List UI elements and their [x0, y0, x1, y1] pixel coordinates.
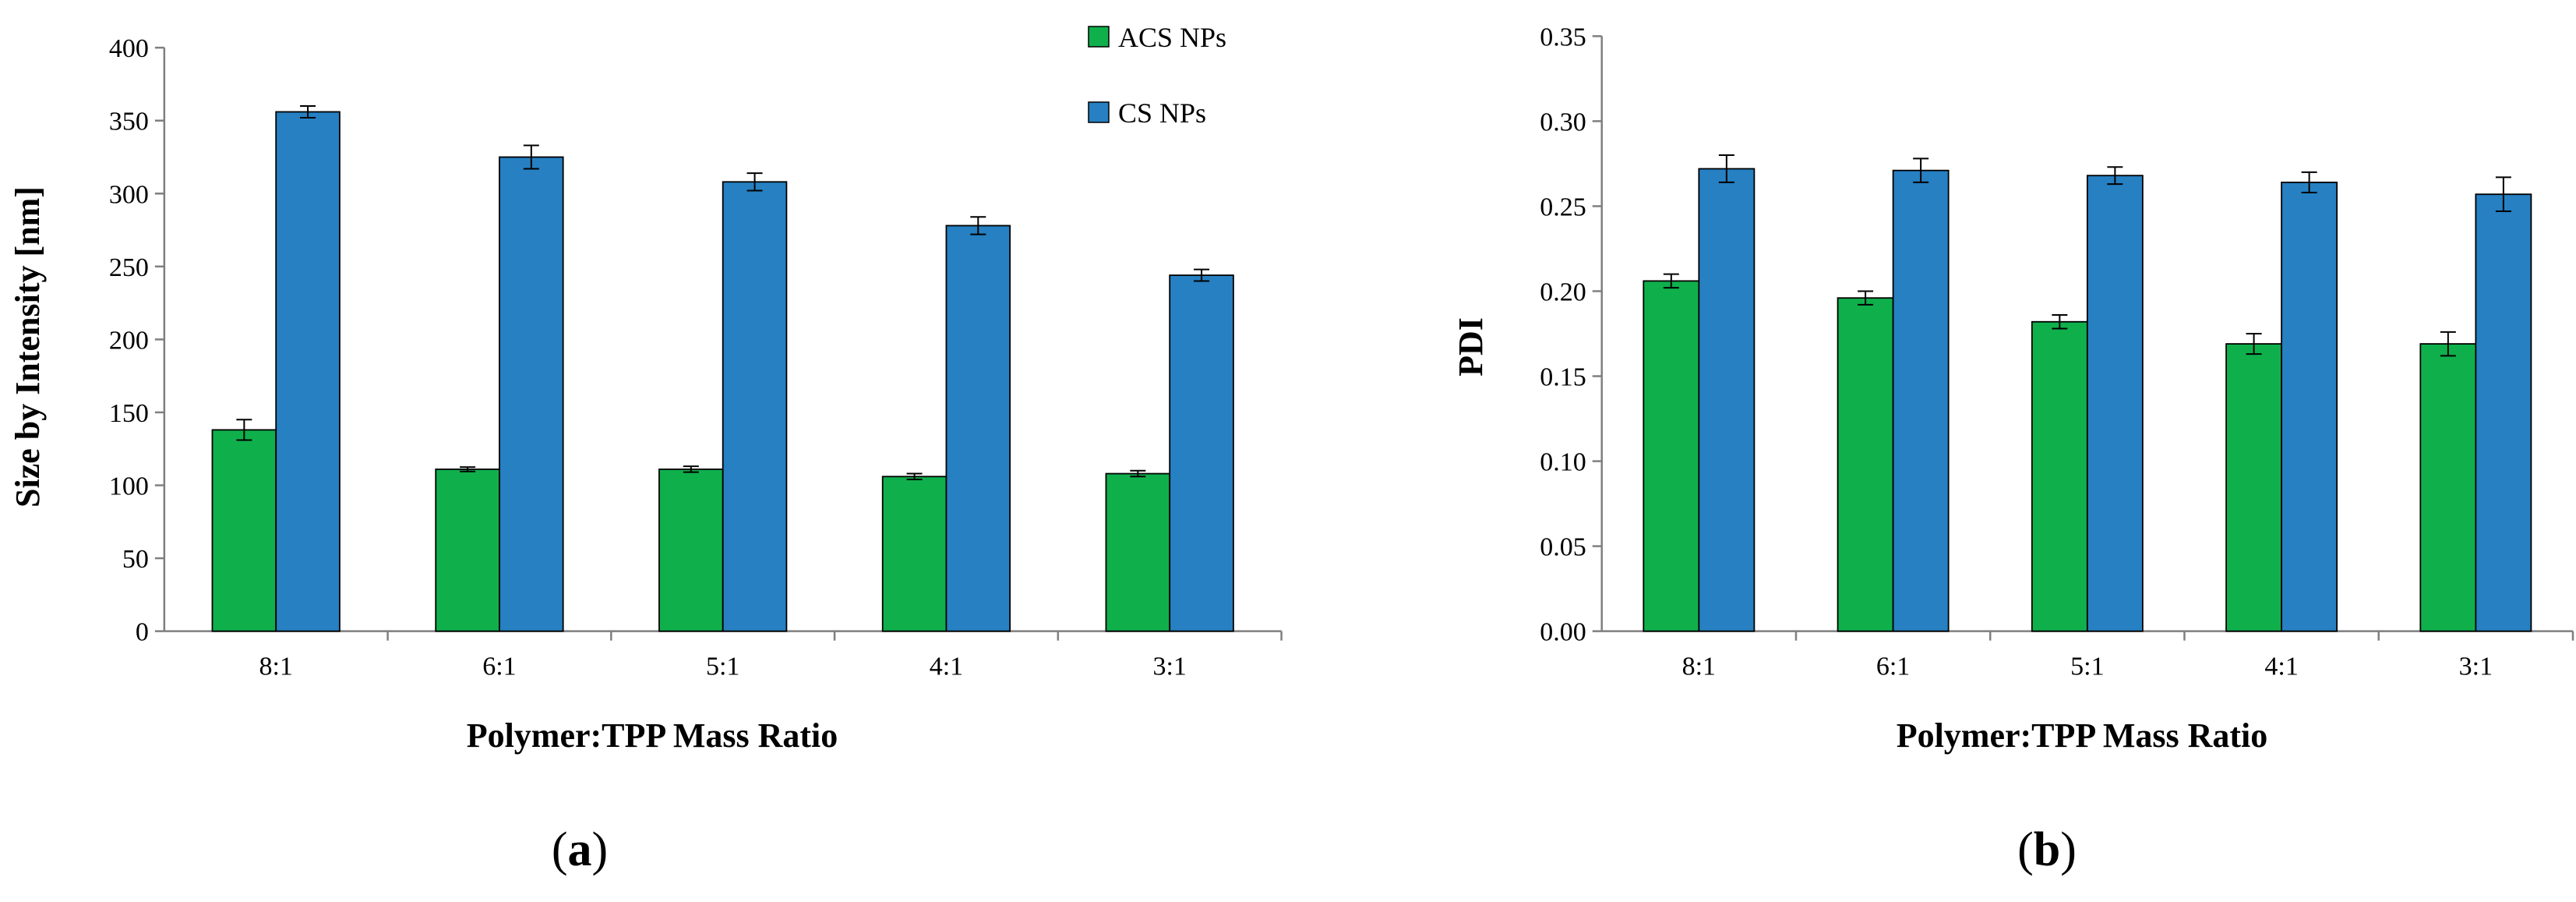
error-bar-b-cs-1 [1718, 154, 1734, 183]
legend-label-cs: CS NPs [1118, 97, 1206, 129]
y-tick-label-b: 0.30 [1540, 108, 1586, 136]
y-tick-label-b: 0.05 [1540, 533, 1586, 562]
chart-panel-a: Size by Intensity [nm] Polymer:TPP Mass … [9, 22, 1283, 755]
y-tick-label-a: 300 [109, 180, 149, 209]
y-tick-label-a: 150 [109, 399, 149, 428]
bar-b-cs-5 [2475, 193, 2532, 632]
bar-b-cs-4 [2281, 182, 2338, 632]
y-tick-label-a: 250 [109, 253, 149, 282]
bar-a-acs-5 [1105, 472, 1171, 632]
legend-swatch-cs [1088, 101, 1110, 123]
error-bar-a-cs-4 [970, 216, 986, 235]
x-tick-label-a: 8:1 [259, 653, 292, 681]
y-axis-title-b: PDI [1452, 317, 1490, 377]
bar-a-acs-1 [211, 429, 277, 632]
bar-a-cs-4 [945, 225, 1011, 632]
bar-b-acs-4 [2225, 343, 2283, 632]
bar-a-cs-2 [499, 156, 564, 632]
y-tick-label-a: 100 [109, 472, 149, 501]
x-tick-label-a: 6:1 [482, 653, 516, 681]
bar-b-acs-1 [1643, 280, 1700, 632]
y-tick-label-a: 350 [109, 108, 149, 136]
legend: ACS NPs CS NPs [1088, 22, 1226, 129]
bar-a-acs-4 [881, 476, 947, 632]
bar-a-acs-3 [658, 469, 724, 632]
y-tick-label-b: 0.15 [1540, 363, 1586, 392]
x-tick-label-b: 4:1 [2264, 653, 2298, 681]
y-tick-label-b: 0.10 [1540, 448, 1586, 477]
y-tick-label-a: 0 [136, 618, 149, 647]
error-bar-b-acs-3 [2052, 314, 2068, 330]
error-bar-a-acs-1 [236, 419, 252, 441]
error-bar-a-cs-2 [523, 144, 539, 170]
x-tick-label-b: 6:1 [1876, 653, 1910, 681]
bar-b-cs-2 [1892, 169, 1950, 632]
y-tick-label-a: 200 [109, 326, 149, 355]
y-tick-label-b: 0.00 [1540, 618, 1586, 647]
y-tick-label-a: 400 [109, 34, 149, 63]
bar-a-cs-1 [275, 111, 341, 632]
error-bar-a-acs-3 [683, 465, 699, 473]
y-tick-label-b: 0.35 [1540, 23, 1586, 51]
bar-b-acs-5 [2419, 343, 2477, 632]
error-bar-b-acs-2 [1858, 290, 1874, 306]
y-tick-label-b: 0.20 [1540, 278, 1586, 306]
legend-swatch-acs [1088, 26, 1110, 48]
error-bar-a-acs-2 [460, 466, 476, 472]
x-axis-title-a: Polymer:TPP Mass Ratio [467, 716, 838, 755]
bar-a-acs-2 [435, 469, 500, 632]
bar-a-cs-3 [722, 181, 788, 632]
x-tick-label-b: 3:1 [2459, 653, 2493, 681]
error-bar-a-acs-4 [906, 472, 923, 481]
x-tick-label-a: 3:1 [1152, 653, 1186, 681]
x-tick-label-a: 5:1 [706, 653, 739, 681]
x-tick-label-a: 4:1 [930, 653, 963, 681]
error-bar-b-cs-3 [2107, 166, 2123, 186]
x-tick-label-b: 5:1 [2070, 653, 2104, 681]
error-bar-b-acs-4 [2246, 333, 2262, 355]
bar-b-acs-2 [1837, 297, 1894, 632]
error-bar-b-acs-5 [2440, 331, 2456, 357]
error-bar-b-cs-5 [2495, 176, 2511, 212]
bar-a-cs-5 [1169, 274, 1234, 632]
bar-b-acs-3 [2031, 320, 2088, 632]
error-bar-a-cs-3 [746, 172, 763, 192]
error-bar-a-cs-5 [1194, 268, 1210, 282]
error-bar-a-acs-5 [1130, 469, 1146, 478]
panel-label-a: (a) [552, 823, 608, 876]
legend-label-acs: ACS NPs [1118, 22, 1226, 53]
error-bar-a-cs-1 [300, 104, 316, 118]
y-tick-label-b: 0.25 [1540, 193, 1586, 221]
error-bar-b-cs-4 [2301, 171, 2317, 194]
y-tick-label-a: 50 [122, 545, 149, 574]
bar-b-cs-1 [1698, 168, 1756, 632]
x-tick-label-b: 8:1 [1682, 653, 1716, 681]
chart-panel-b: PDI Polymer:TPP Mass Ratio 0.00 0.05 0.10 0… [1452, 23, 2574, 755]
y-axis-title-a: Size by Intensity [nm] [9, 186, 47, 508]
error-bar-b-cs-2 [1913, 157, 1929, 183]
panel-label-b: (b) [2017, 823, 2077, 876]
error-bar-b-acs-1 [1663, 273, 1679, 289]
x-axis-title-b: Polymer:TPP Mass Ratio [1897, 716, 2268, 755]
bar-b-cs-3 [2086, 175, 2144, 632]
